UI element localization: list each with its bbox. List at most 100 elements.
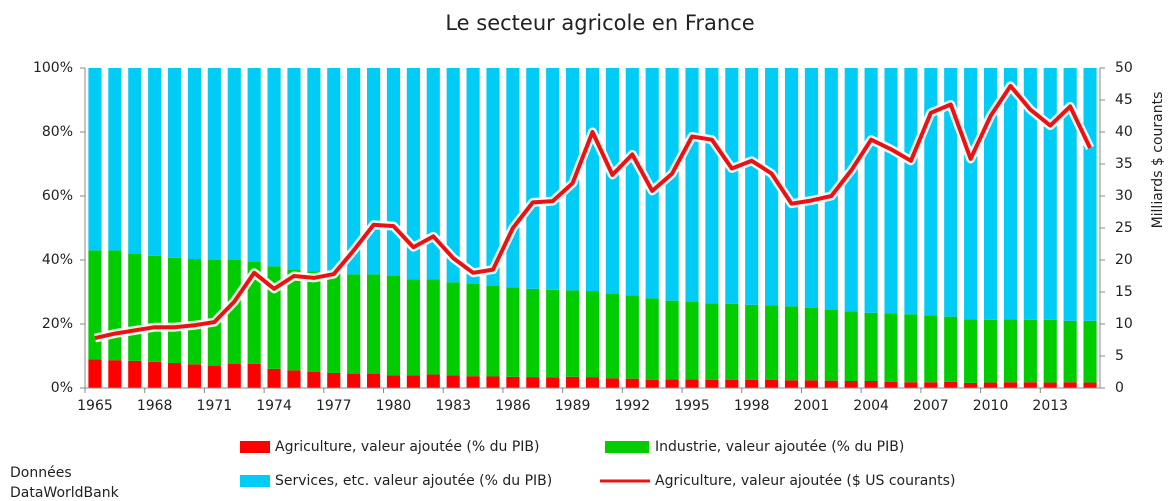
bar-segment [446,375,460,388]
source: DataWorldBank [10,485,120,501]
bar-segment [924,382,938,388]
bar-segment [307,271,321,372]
bar-segment [904,68,918,315]
bar-segment [327,272,341,373]
bar-segment [267,368,281,388]
bar-segment [725,379,739,388]
bar-segment [685,379,699,388]
bar-segment [884,381,898,388]
bar-segment [625,378,639,388]
bar-segment [247,363,261,388]
chart-title: Le secteur agricole en France [445,11,754,35]
y-tick-label: 40% [42,252,73,268]
bar-segment [526,68,540,289]
y2-tick-label: 45 [1115,92,1133,108]
y2-tick-label: 10 [1115,316,1133,332]
x-tick-label: 1974 [256,398,292,414]
bar-segment [108,360,122,388]
bar-segment [566,376,580,388]
bar-segment [327,372,341,388]
bar-segment [287,68,301,270]
bar-segment [745,379,759,388]
bar-segment [167,257,182,364]
bar-segment [108,250,122,361]
bar-segment [844,68,858,312]
bar-segment [148,68,162,256]
bar-segment [765,379,779,388]
bar-segment [426,374,440,388]
bar-segment [128,360,142,388]
x-tick-label: 1971 [197,398,233,414]
bar-segment [864,68,878,313]
y2-tick-label: 0 [1115,380,1124,396]
bar-segment [1043,68,1057,320]
bar-segment [148,255,162,362]
y2-axis-label: Milliards $ courants [1150,92,1166,229]
x-tick-label: 1986 [495,398,531,414]
y2-tick-label: 50 [1115,60,1133,76]
bar-segment [924,68,938,316]
bar-segment [526,288,540,378]
bar-segment [705,379,719,388]
bar-segment [367,274,381,374]
bar-segment [944,68,958,317]
bar-segment [964,68,978,320]
bar-segment [605,293,619,379]
bar-segment [187,364,202,388]
bar-segment [964,319,978,383]
bar-segment [506,68,520,288]
bar-segment [645,379,659,388]
bar-segment [386,375,401,388]
bar-segment [367,373,381,388]
bar-segment [625,295,639,379]
bar-segment [128,68,142,254]
bar-segment [406,68,420,280]
bar-segment [1043,319,1057,383]
x-tick-label: 1998 [734,398,770,414]
bar-segment [1003,68,1018,320]
bar-segment [1023,382,1037,388]
bar-segment [1083,320,1097,383]
y-tick-label: 80% [42,124,73,140]
bar-segment [88,250,102,360]
bar-segment [347,274,361,374]
legend-label: Agriculture, valeur ajoutée ($ US couran… [655,473,955,489]
bar-segment [685,301,699,380]
bar-segment [585,68,600,292]
bar-segment [247,261,261,364]
bar-segment [585,291,600,378]
x-tick-label: 2010 [973,398,1009,414]
bar-segment [466,376,480,388]
bar-segment [1003,319,1018,383]
bar-segment [227,68,241,260]
x-tick-label: 1980 [376,398,412,414]
bar-segment [287,370,301,388]
x-tick-label: 1989 [555,398,591,414]
y-tick-label: 100% [33,60,73,76]
bar-segment [765,305,779,380]
bar-segment [566,290,580,377]
y2-tick-label: 30 [1115,188,1133,204]
bar-segment [546,68,560,290]
y2-tick-label: 20 [1115,252,1133,268]
x-tick-label: 2007 [913,398,949,414]
bar-segment [506,287,520,377]
bar-segment [386,276,401,376]
y-tick-label: 60% [42,188,73,204]
bar-segment [944,316,958,382]
bar-segment [645,298,659,380]
bar-segment [207,365,221,388]
bar-segment [745,68,759,305]
bar-segment [207,260,221,366]
bar-segment [227,364,241,388]
bar-segment [904,314,918,383]
bar-segment [347,68,361,275]
y2-tick-label: 40 [1115,124,1133,140]
x-tick-label: 1965 [77,398,113,414]
bar-segment [585,377,600,388]
y-tick-label: 20% [42,316,73,332]
bar-segment [784,306,799,381]
x-tick-label: 1968 [137,398,173,414]
bar-segment [367,68,381,275]
bar-segment [1063,382,1077,388]
